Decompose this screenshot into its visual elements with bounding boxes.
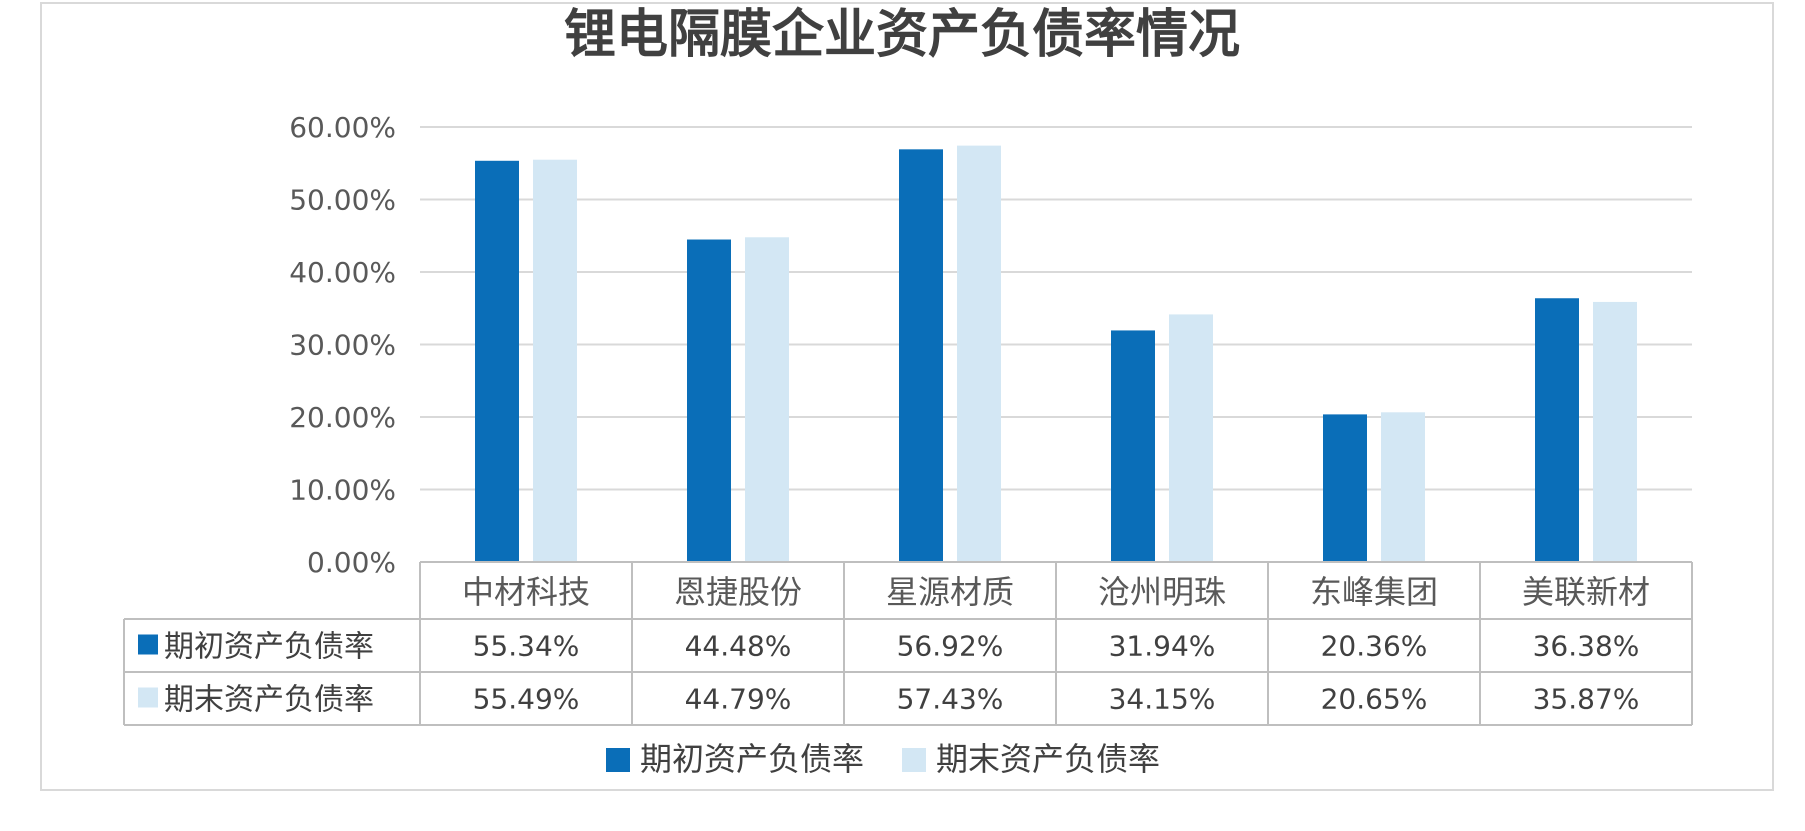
- y-tick-label: 60.00%: [289, 111, 396, 144]
- data-cell: 35.87%: [1533, 683, 1640, 716]
- data-cell: 20.65%: [1321, 683, 1428, 716]
- data-cell: 55.34%: [473, 630, 580, 663]
- row-legend-key: [138, 634, 158, 655]
- bar-end: [957, 145, 1001, 562]
- data-cell: 44.48%: [685, 630, 792, 663]
- series-row-label: 期末资产负债率: [164, 683, 374, 718]
- bar-end: [745, 237, 789, 562]
- y-tick-label: 10.00%: [289, 474, 396, 507]
- bar-end: [1381, 412, 1425, 562]
- data-cell: 31.94%: [1109, 630, 1216, 663]
- data-cell: 55.49%: [473, 683, 580, 716]
- category-label: 中材科技: [462, 573, 590, 611]
- legend-label: 期末资产负债率: [936, 740, 1160, 778]
- gridlines: [420, 126, 1692, 491]
- data-cell: 36.38%: [1533, 630, 1640, 663]
- legend-key: [606, 748, 630, 772]
- bar-start: [1323, 414, 1367, 562]
- series-row-label: 期初资产负债率: [164, 630, 374, 665]
- bar-end: [1593, 301, 1637, 562]
- data-cell: 56.92%: [897, 630, 1004, 663]
- legend-label: 期初资产负债率: [640, 740, 864, 778]
- bars: [475, 145, 1637, 562]
- bar-start: [1111, 330, 1155, 562]
- category-label: 恩捷股份: [674, 573, 802, 611]
- y-tick-label: 50.00%: [289, 184, 396, 217]
- bar-end: [533, 159, 577, 562]
- y-axis-ticks: 0.00% 10.00% 20.00% 30.00% 40.00% 50.00% 60.00…: [289, 111, 396, 579]
- row-legend-key: [138, 687, 158, 708]
- bar-end: [1169, 314, 1213, 562]
- y-tick-label: 0.00%: [307, 546, 396, 579]
- bar-start: [899, 149, 943, 562]
- bar-start: [475, 160, 519, 562]
- legend-key: [902, 748, 926, 772]
- data-cell: 57.43%: [897, 683, 1004, 716]
- category-label: 美联新材: [1522, 573, 1650, 611]
- y-tick-label: 30.00%: [289, 329, 396, 362]
- category-label: 东峰集团: [1310, 573, 1438, 611]
- y-tick-label: 40.00%: [289, 256, 396, 289]
- data-cell: 20.36%: [1321, 630, 1428, 663]
- y-tick-label: 20.00%: [289, 401, 396, 434]
- data-cell: 34.15%: [1109, 683, 1216, 716]
- category-label: 星源材质: [886, 573, 1014, 611]
- data-cell: 44.79%: [685, 683, 792, 716]
- bar-start: [687, 239, 731, 562]
- legend: 期初资产负债率 期末资产负债率: [606, 740, 1160, 778]
- chart-title: 锂电隔膜企业资产负债率情况: [564, 4, 1240, 65]
- bar-start: [1535, 298, 1579, 562]
- category-label: 沧州明珠: [1098, 573, 1226, 611]
